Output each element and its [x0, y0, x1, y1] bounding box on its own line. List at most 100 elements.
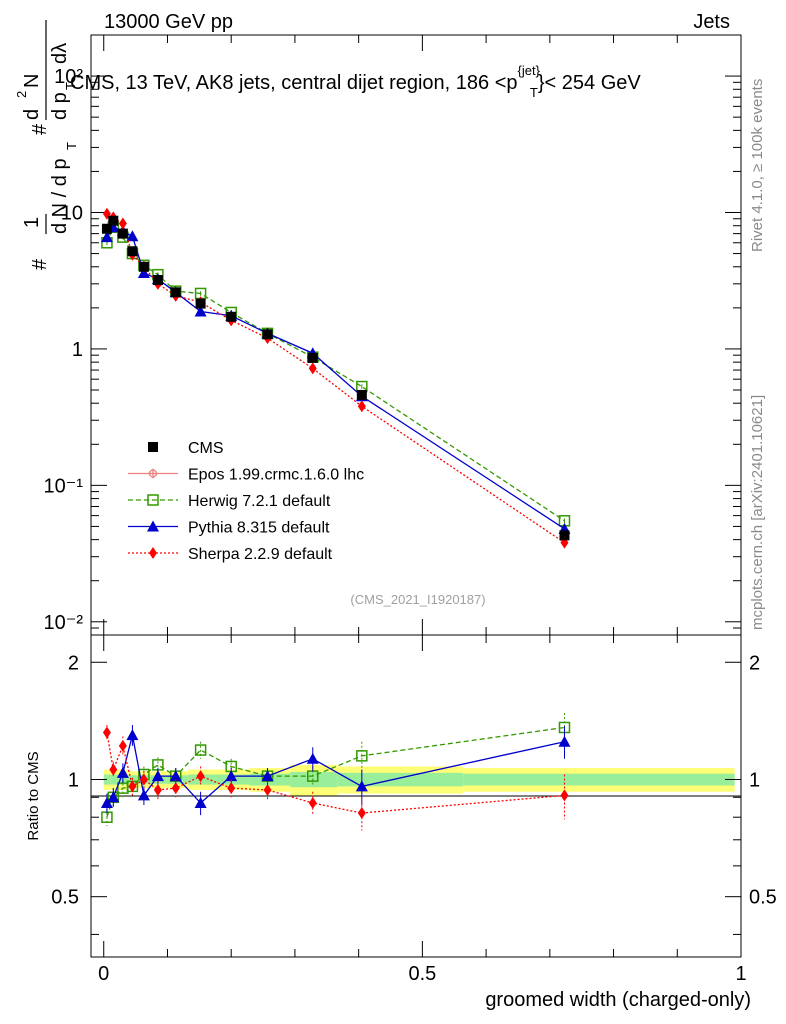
legend-label-herwig-7-2-1-default: Herwig 7.2.1 default [188, 493, 331, 510]
legend: CMS Epos 1.99.crmc.1.6.0 lhc Herwig 7.2.1 … [128, 440, 364, 563]
legend-marker-herwig-7-2-1-default [147, 494, 159, 506]
main-point-cms [138, 261, 149, 272]
main-point-cms [170, 287, 181, 298]
ratio-point-sherpa-2-2-9-default [227, 782, 236, 795]
ratio-y-ticks: 0.5 0.5 1 1 2 2 [51, 652, 777, 935]
legend-label-sherpa-2-2-9-default: Sherpa 2.2.9 default [188, 546, 333, 563]
ratio-ytick-label-right: 0.5 [749, 887, 777, 909]
ylabel-T-sub-2: T [63, 82, 78, 90]
ratio-point-pythia-8-315-default [194, 797, 207, 809]
main-series [100, 207, 571, 549]
ylabel-hash-1: # [29, 258, 51, 270]
main-point-cms [356, 389, 367, 400]
main-ytick-label: 10 [61, 202, 83, 224]
main-title-text: CMS, 13 TeV, AK8 jets, central dijet reg… [70, 72, 518, 94]
main-ytick-label: 10⁻² [44, 612, 84, 634]
x-axis-label: groomed width (charged-only) [485, 989, 751, 1011]
x-tick-label: 0 [98, 963, 109, 985]
ratio-panel: 0.5 0.51 12 2 0 0.5 1 Ratio to CMS groomed wi… [25, 634, 777, 1011]
main-point-cms [117, 228, 128, 239]
ratio-point-pythia-8-315-default [100, 797, 113, 809]
main-point-sherpa-2-2-9-default [118, 217, 127, 230]
main-point-cms [226, 311, 237, 322]
ratio-point-sherpa-2-2-9-default [109, 763, 118, 776]
main-title-sub: T [530, 85, 538, 100]
ylabel-one: 1 [21, 217, 43, 228]
main-ylabel: # 1 d N / d p T # d 2 N d p T dλ [14, 20, 79, 270]
ratio-point-herwig-7-2-1-default [356, 750, 368, 762]
main-ytick-label: 10² [54, 66, 83, 88]
main-point-pythia-8-315-default [126, 230, 139, 242]
ratio-band-inner [290, 772, 338, 788]
main-title-tail: }< 254 GeV [538, 72, 642, 94]
ratio-point-sherpa-2-2-9-default [357, 807, 366, 820]
legend-label-epos-1-99-crmc-1-6-0-lhc: Epos 1.99.crmc.1.6.0 lhc [188, 467, 364, 484]
ratio-point-pythia-8-315-default [116, 766, 129, 778]
ratio-ytick-label-right: 2 [749, 652, 760, 674]
ratio-point-sherpa-2-2-9-default [153, 783, 162, 796]
main-title-sup: {jet} [518, 63, 541, 78]
ylabel-N: N [21, 74, 43, 88]
ratio-ytick-label: 1 [68, 769, 79, 791]
legend-marker-pythia-8-315-default [147, 520, 159, 532]
main-point-cms [108, 215, 119, 226]
ratio-point-sherpa-2-2-9-default [102, 726, 111, 739]
ratio-point-pythia-8-315-default [225, 770, 238, 782]
main-point-cms [127, 246, 138, 257]
ratio-band-inner [337, 772, 464, 787]
ratio-ytick-label-right: 1 [749, 769, 760, 791]
main-point-cms [262, 329, 273, 340]
ylabel-dlambda: dλ [49, 43, 71, 64]
legend-label-cms: CMS [188, 440, 224, 457]
ratio-point-herwig-7-2-1-default [194, 744, 207, 756]
ratio-band-inner [110, 774, 119, 785]
main-point-pythia-8-315-default [194, 305, 207, 317]
legend-marker-cms [148, 442, 158, 452]
main-point-sherpa-2-2-9-default [308, 362, 317, 375]
ratio-point-sherpa-2-2-9-default [171, 782, 180, 795]
ratio-ylabel: Ratio to CMS [25, 751, 42, 840]
ylabel-two: 2 [14, 91, 29, 98]
legend-marker-sherpa-2-2-9-default [149, 547, 157, 559]
main-point-cms [101, 223, 112, 234]
mcplots-label: mcplots.cern.ch [arXiv:2401.10621] [749, 395, 766, 630]
category-label: Jets [693, 11, 730, 33]
ratio-ytick-label: 0.5 [51, 887, 79, 909]
ratio-point-sherpa-2-2-9-default [118, 739, 127, 752]
ylabel-T-sub-1: T [64, 142, 79, 150]
ylabel-dpT-2: d p [49, 92, 71, 120]
ratio-ytick-label: 2 [68, 652, 79, 674]
ylabel-dN-dpT: d N / d p [49, 158, 71, 234]
ratio-point-sherpa-2-2-9-default [560, 789, 569, 802]
ratio-point-sherpa-2-2-9-default [263, 783, 272, 796]
watermark: (CMS_2021_I1920187) [350, 592, 485, 607]
legend-label-pythia-8-315-default: Pythia 8.315 default [188, 520, 330, 537]
main-y-ticks: 10⁻² 10⁻¹ 1 10 10² [44, 34, 742, 636]
main-point-pythia-8-315-default [100, 231, 113, 243]
ratio-point-sherpa-2-2-9-default [128, 780, 137, 793]
ratio-point-pythia-8-315-default [137, 789, 150, 801]
main-ytick-label: 10⁻¹ [44, 475, 84, 497]
ratio-point-pythia-8-315-default [558, 735, 571, 747]
main-point-cms [195, 298, 206, 309]
ratio-band-inner [463, 773, 735, 786]
ratio-point-pythia-8-315-default [306, 752, 319, 764]
ratio-frame [90, 634, 742, 958]
x-tick-label: 0.5 [408, 963, 436, 985]
ylabel-hash-2: # [29, 123, 51, 135]
energy-label: 13000 GeV pp [104, 11, 233, 33]
ratio-point-pythia-8-315-default [261, 770, 274, 782]
ratio-point-sherpa-2-2-9-default [196, 770, 205, 783]
ratio-series [100, 713, 571, 831]
main-point-cms [307, 352, 318, 363]
ratio-point-pythia-8-315-default [107, 791, 120, 803]
ratio-point-pythia-8-315-default [169, 770, 182, 782]
main-ytick-label: 1 [72, 339, 83, 361]
x-tick-label: 1 [735, 963, 746, 985]
main-point-cms [152, 275, 163, 286]
main-title: CMS, 13 TeV, AK8 jets, central dijet reg… [70, 63, 641, 100]
main-point-sherpa-2-2-9-default [357, 400, 366, 413]
x-ticks: 0 0.5 1 [98, 635, 747, 985]
ratio-point-pythia-8-315-default [126, 729, 139, 741]
